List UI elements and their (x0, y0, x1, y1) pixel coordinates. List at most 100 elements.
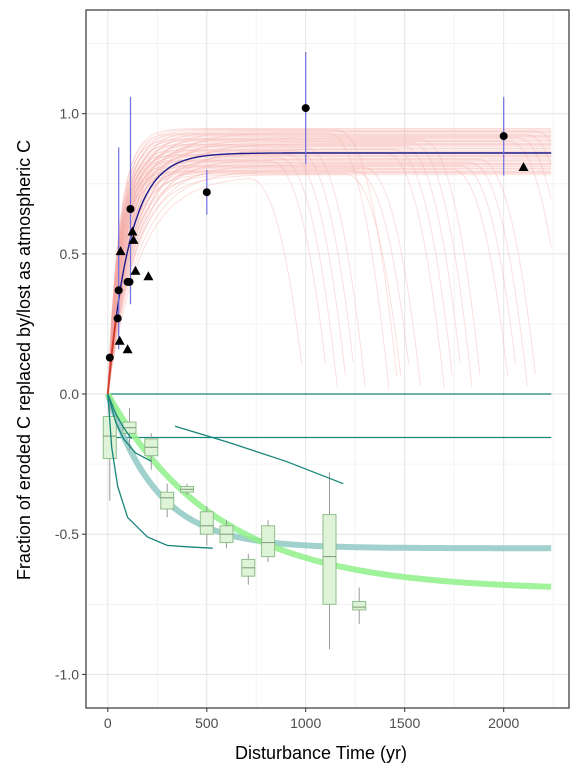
x-tick-label: 2000 (488, 715, 519, 731)
ensemble-curve (107, 162, 528, 395)
ensemble-curve (107, 160, 326, 395)
box-plots (102, 399, 367, 650)
ensemble-curve (107, 149, 552, 395)
thin-curve (107, 393, 152, 462)
ensemble-curve (107, 158, 536, 395)
triangle-point (122, 344, 133, 354)
ensemble-curve (107, 135, 552, 395)
ensemble-curve (107, 172, 552, 395)
ensemble-curve (107, 128, 552, 395)
circle-point (125, 277, 134, 286)
thin-curve (107, 393, 213, 549)
ensemble-curve (107, 155, 552, 395)
box (322, 514, 337, 605)
ensemble-curve (107, 159, 552, 395)
ensemble-curve (107, 127, 552, 395)
x-tick-label: 0 (104, 715, 112, 731)
y-tick-label: 1.0 (60, 106, 80, 122)
triangle-point (518, 162, 529, 171)
ensemble-curve (107, 142, 552, 395)
y-tick-label: 0.0 (60, 386, 80, 402)
ensemble-curve (107, 151, 552, 395)
plot-border (85, 9, 570, 709)
ensemble-curve (107, 140, 552, 395)
ensemble-curve (107, 133, 552, 395)
ensemble-curve (107, 170, 410, 395)
ensemble-curve (107, 168, 509, 395)
ensemble-curve (107, 157, 552, 395)
error-bars (118, 52, 505, 350)
circle-point (105, 353, 114, 362)
y-axis-title: Fraction of eroded C replaced by/lost as… (14, 140, 34, 580)
ensemble-curve (107, 145, 461, 395)
ensemble-curve (107, 178, 303, 395)
ensemble-curve (107, 163, 552, 395)
ensemble-curve (107, 171, 552, 395)
circle-point (499, 132, 508, 141)
box (160, 491, 175, 510)
y-tick-label: -1.0 (55, 666, 79, 682)
ensemble-curve (107, 140, 552, 395)
triangle-point (130, 265, 141, 275)
ensemble-curve (107, 173, 402, 395)
ensemble-curve (107, 157, 338, 395)
ensemble-curve (107, 161, 552, 395)
y-tick-label: 0.5 (60, 246, 80, 262)
ensemble-curve (107, 167, 552, 395)
ensemble-curve (107, 137, 552, 395)
fit-line (114, 152, 552, 329)
box (352, 601, 367, 611)
ensemble-curve (107, 153, 552, 395)
ensemble-curve (107, 141, 552, 395)
ensemble-curve (107, 174, 552, 395)
data-points (105, 104, 529, 362)
ensemble-curve (107, 130, 552, 395)
ensemble-curve (107, 132, 390, 395)
ensemble-curve (107, 165, 517, 395)
box (261, 525, 276, 558)
triangle-point (127, 226, 138, 236)
y-tick-label: -0.5 (55, 526, 79, 542)
triangle-point (128, 234, 139, 244)
axes: 0 500 1000 1500 2000 -1.0 -0.5 0.0 0.5 1.0 (55, 9, 570, 731)
ensemble-curve (107, 134, 552, 395)
circle-point (113, 314, 122, 323)
x-axis-title: Disturbance Time (yr) (235, 743, 407, 763)
ensemble-curve (107, 144, 552, 395)
ensemble-curve (107, 130, 552, 395)
circle-point (202, 188, 211, 197)
box (199, 511, 214, 535)
ensemble-curve (107, 150, 354, 395)
ensemble-curve (107, 138, 552, 395)
ensemble-curve (107, 154, 552, 395)
ensemble-curve (107, 155, 552, 395)
ensemble-curve (107, 136, 552, 395)
ensemble-curve (107, 132, 552, 395)
ensemble-curve (107, 142, 473, 395)
triangle-point (143, 271, 154, 281)
ensemble-curve (107, 151, 552, 395)
ensemble-curve (107, 156, 552, 395)
ensemble-curve (107, 166, 552, 395)
x-tick-label: 1000 (290, 715, 321, 731)
ensemble-curve (107, 144, 552, 395)
x-tick-label: 1500 (389, 715, 420, 731)
triangle-point (114, 335, 125, 345)
ensemble-curve (107, 148, 552, 395)
triangle-point (115, 246, 126, 256)
thin-curve (174, 425, 344, 485)
ensemble-curve (107, 143, 552, 395)
ensemble-curve (107, 168, 552, 395)
circle-point (126, 205, 135, 213)
ensemble-curve (107, 164, 552, 395)
ensemble-curve (107, 169, 552, 395)
ensemble-curve (107, 170, 552, 395)
ensemble-curve (107, 139, 552, 395)
circle-point (114, 286, 123, 295)
ensemble-curve (107, 172, 552, 395)
thin-curves (107, 393, 344, 549)
ensemble-curve (107, 136, 552, 395)
ensemble-curve (107, 166, 421, 395)
x-tick-label: 500 (195, 715, 219, 731)
